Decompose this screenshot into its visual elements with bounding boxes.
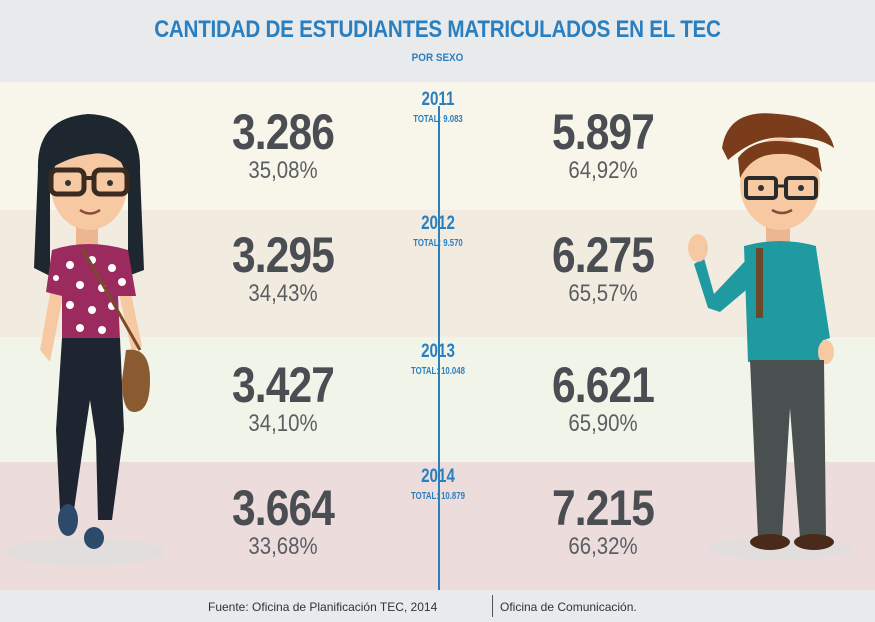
women-percent: 33,68% xyxy=(248,533,318,560)
women-percent: 34,10% xyxy=(248,410,318,437)
total-label: TOTAL: 10.879 xyxy=(411,491,465,502)
band-2014 xyxy=(0,462,875,590)
total-label: TOTAL: 9.570 xyxy=(413,238,463,249)
footer xyxy=(0,590,875,622)
men-count: 5.897 xyxy=(551,104,655,160)
chart-subtitle: POR SEXO xyxy=(411,52,464,64)
men-count: 6.621 xyxy=(551,357,655,413)
women-count: 3.427 xyxy=(231,357,335,413)
women-percent: 35,08% xyxy=(248,157,318,184)
women-count: 3.295 xyxy=(231,227,335,283)
men-percent: 64,92% xyxy=(568,157,638,184)
total-label: TOTAL: 9.083 xyxy=(413,114,463,125)
year-label: 2011 xyxy=(421,89,455,110)
total-label: TOTAL: 10.048 xyxy=(411,366,465,377)
band-2012 xyxy=(0,210,875,337)
timeline-axis xyxy=(438,106,440,590)
female-student-illustration xyxy=(5,114,165,566)
male-student-illustration xyxy=(688,113,852,560)
men-count: 6.275 xyxy=(551,227,655,283)
year-label: 2014 xyxy=(421,466,455,487)
women-count: 3.664 xyxy=(231,480,335,536)
men-percent: 65,57% xyxy=(568,280,638,307)
source-note: Fuente: Oficina de Planificación TEC, 20… xyxy=(208,600,438,614)
men-count: 7.215 xyxy=(551,480,655,536)
year-label: 2012 xyxy=(421,213,455,234)
year-label: 2013 xyxy=(421,341,455,362)
women-percent: 34,43% xyxy=(248,280,318,307)
chart-title: CANTIDAD DE ESTUDIANTES MATRICULADOS EN … xyxy=(154,16,721,43)
men-percent: 65,90% xyxy=(568,410,638,437)
header: CANTIDAD DE ESTUDIANTES MATRICULADOS EN … xyxy=(0,0,875,82)
women-count: 3.286 xyxy=(231,104,335,160)
men-percent: 66,32% xyxy=(568,533,638,560)
credit-note: Oficina de Comunicación. xyxy=(500,600,637,614)
footer-divider xyxy=(492,595,493,617)
